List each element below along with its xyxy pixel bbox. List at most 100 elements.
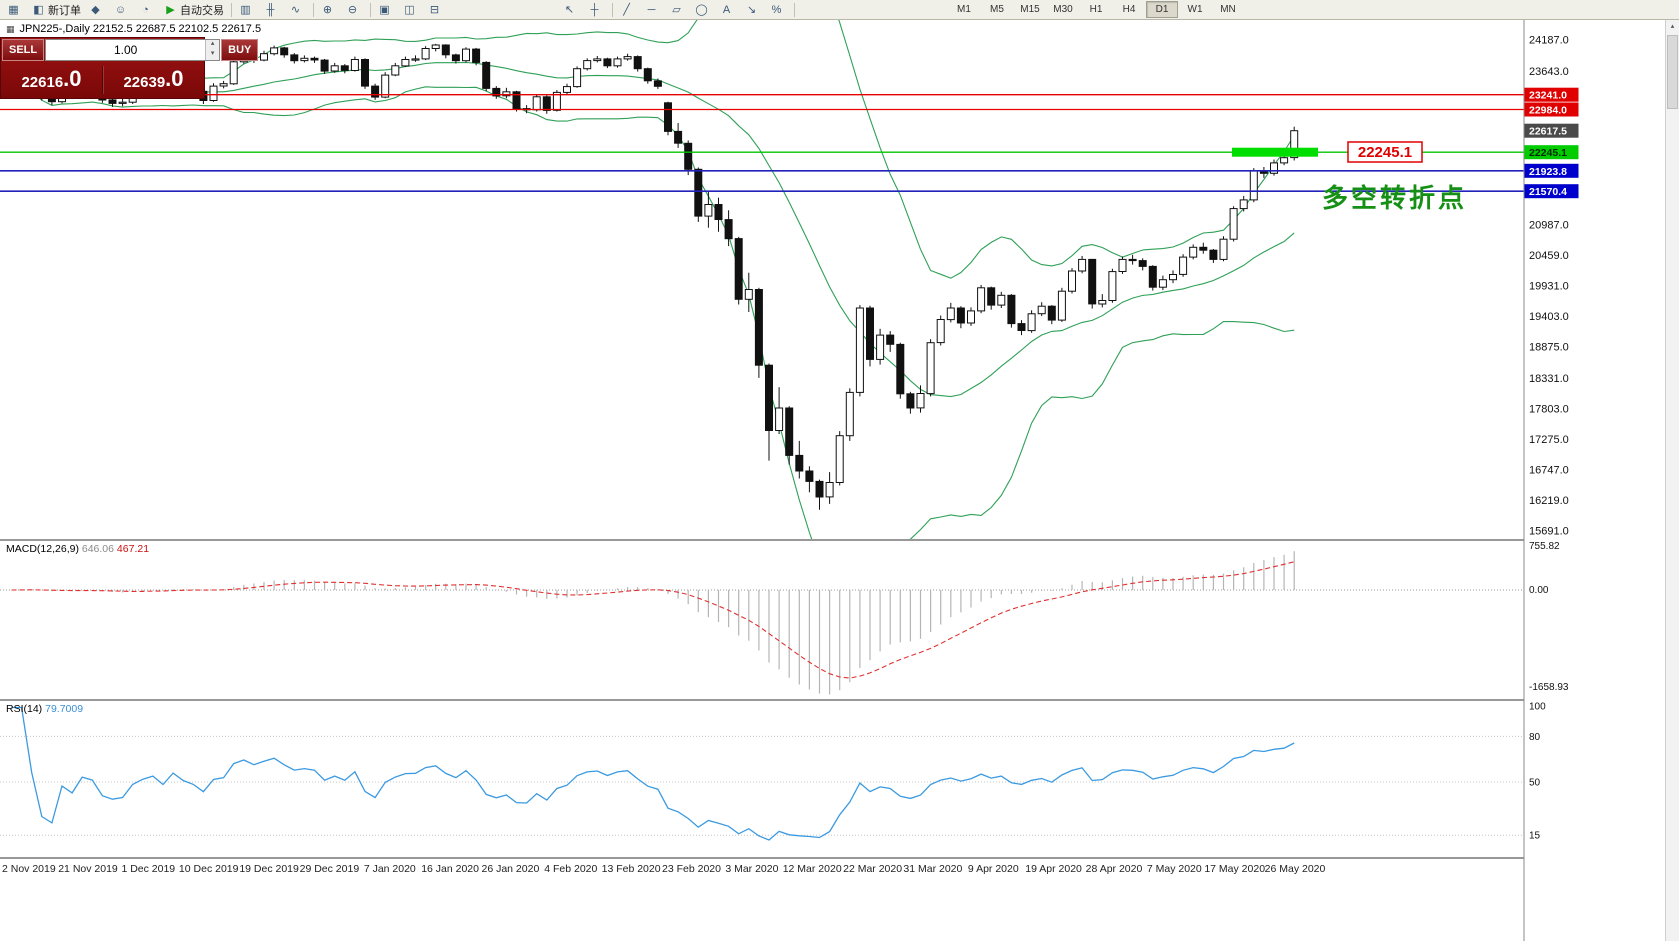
- buy-button[interactable]: BUY: [221, 39, 259, 61]
- timeframe-group: M1 M5 M15 M30 H1 H4 D1 W1 MN: [948, 1, 1244, 18]
- svg-text:15691.0: 15691.0: [1529, 526, 1569, 538]
- cursor-tool-button[interactable]: ↖: [559, 0, 584, 19]
- vertical-scrollbar[interactable]: ▴: [1665, 20, 1679, 941]
- price-tag-22617.5: 22617.5: [1524, 123, 1579, 138]
- toolbar-separator: [231, 2, 232, 17]
- zoom-in-icon: ⊕: [322, 4, 333, 16]
- rsi-value: 79.7009: [45, 703, 84, 715]
- trendline-tool-button[interactable]: ╱: [616, 0, 641, 19]
- date-axis[interactable]: 2 Nov 2019 21 Nov 2019 1 Dec 2019 10 Dec 20…: [2, 863, 1326, 875]
- toolbar-spacer: [449, 9, 559, 10]
- new-order-icon: ◧: [33, 4, 44, 16]
- ellipse-tool-button[interactable]: ◯: [691, 0, 716, 19]
- price-tag-21570.4: 21570.4: [1524, 184, 1579, 199]
- new-chart-icon: ▦: [8, 4, 19, 16]
- svg-text:7 May 2020: 7 May 2020: [1147, 863, 1202, 875]
- timeframe-d1[interactable]: D1: [1146, 1, 1178, 18]
- macd-signal-line: [11, 561, 1295, 679]
- timeframe-m15[interactable]: M15: [1020, 4, 1040, 15]
- svg-text:21 Nov 2019: 21 Nov 2019: [58, 863, 118, 875]
- timeframe-w1[interactable]: W1: [1187, 4, 1203, 15]
- arrows-tool-button[interactable]: ↘: [741, 0, 766, 19]
- svg-text:20987.0: 20987.0: [1529, 219, 1569, 231]
- buy-price[interactable]: 22639.0: [123, 66, 184, 91]
- rsi-label: RSI(14) 79.7009: [6, 703, 83, 715]
- autotrading-button[interactable]: ▶ 自动交易: [160, 0, 228, 19]
- fibonacci-tool-button[interactable]: %: [766, 0, 791, 19]
- cascade-windows-button[interactable]: ◫: [399, 0, 424, 19]
- price-flag-annotation[interactable]: 22245.1: [1347, 141, 1423, 163]
- toolbar-separator: [794, 2, 795, 17]
- turning-point-annotation[interactable]: 多空转折点: [1322, 183, 1467, 213]
- bar-chart-type-button[interactable]: ▥: [235, 0, 260, 19]
- crosshair-tool-button[interactable]: ┼: [584, 0, 609, 19]
- zoom-in-button[interactable]: ⊕: [317, 0, 342, 19]
- accounts-button[interactable]: ☺: [110, 0, 135, 19]
- new-order-button[interactable]: ◧ 新订单: [28, 0, 85, 19]
- zoom-out-button[interactable]: ⊖: [342, 0, 367, 19]
- favorites-button[interactable]: ◆: [85, 0, 110, 19]
- tile-windows-icon: ▣: [379, 4, 390, 16]
- green-highlight-bar[interactable]: [1232, 147, 1318, 157]
- svg-text:19931.0: 19931.0: [1529, 281, 1569, 293]
- svg-text:23241.0: 23241.0: [1529, 90, 1567, 102]
- rsi-name: RSI(14): [6, 703, 43, 715]
- timeframe-m1[interactable]: M1: [957, 4, 971, 15]
- arrange-windows-button[interactable]: ⊟: [424, 0, 449, 19]
- scrollbar-thumb[interactable]: [1667, 35, 1678, 109]
- toolbar-separator: [313, 2, 314, 17]
- sell-price[interactable]: 22616.0: [21, 66, 82, 91]
- svg-text:19 Dec 2019: 19 Dec 2019: [239, 863, 299, 875]
- arrow-icon: ↘: [746, 4, 757, 16]
- macd-signal-value: 467.21: [116, 543, 150, 555]
- svg-text:12 Mar 2020: 12 Mar 2020: [783, 863, 842, 875]
- tile-windows-button[interactable]: ▣: [374, 0, 399, 19]
- horizontal-line-icon: ─: [647, 3, 656, 16]
- candlestick-chart-type-button[interactable]: ╫: [260, 0, 285, 19]
- macd-main-value: 646.06: [81, 543, 114, 555]
- price-axis[interactable]: 24187.0 23643.0 20987.0 20459.0 19931.0 19403…: [1523, 20, 1666, 941]
- svg-text:21923.8: 21923.8: [1529, 166, 1567, 178]
- one-click-trading-panel: SELL ▴ ▾ BUY 22616.0 22639.0: [0, 37, 259, 99]
- svg-text:17 May 2020: 17 May 2020: [1204, 863, 1265, 875]
- svg-text:100: 100: [1529, 702, 1546, 713]
- new-chart-button[interactable]: ▦: [3, 0, 28, 19]
- history-button[interactable]: ◔: [135, 0, 160, 19]
- user-icon: ☺: [114, 3, 127, 16]
- volume-increase-button[interactable]: ▴: [206, 40, 220, 50]
- svg-text:19403.0: 19403.0: [1529, 311, 1569, 323]
- timeframe-m5[interactable]: M5: [990, 4, 1004, 15]
- horizontal-line-tool-button[interactable]: ─: [641, 0, 666, 19]
- svg-text:24187.0: 24187.0: [1529, 35, 1569, 47]
- scrollbar-up-arrow-icon[interactable]: ▴: [1670, 23, 1675, 30]
- svg-text:3 Mar 2020: 3 Mar 2020: [725, 863, 778, 875]
- svg-text:23643.0: 23643.0: [1529, 66, 1569, 78]
- svg-text:15: 15: [1529, 831, 1541, 842]
- channel-icon: ▱: [672, 4, 681, 16]
- timeframe-h4[interactable]: H4: [1122, 4, 1136, 15]
- cascade-windows-icon: ◫: [404, 4, 415, 16]
- price-tag-22984.0: 22984.0: [1524, 102, 1579, 117]
- sell-button[interactable]: SELL: [2, 39, 45, 61]
- timeframe-h1[interactable]: H1: [1089, 4, 1103, 15]
- line-chart-type-button[interactable]: ∿: [285, 0, 310, 19]
- svg-text:26 May 2020: 26 May 2020: [1265, 863, 1326, 875]
- line-chart-icon: ∿: [290, 4, 301, 16]
- candlestick-series: [7, 43, 1299, 510]
- svg-text:16 Jan 2020: 16 Jan 2020: [421, 863, 479, 875]
- volume-box: ▴ ▾: [45, 39, 221, 61]
- volume-input[interactable]: [46, 40, 206, 60]
- svg-text:28 Apr 2020: 28 Apr 2020: [1086, 863, 1143, 875]
- text-tool-button[interactable]: A: [716, 0, 741, 19]
- price-tag-23241.0: 23241.0: [1524, 87, 1579, 102]
- svg-text:17275.0: 17275.0: [1529, 434, 1569, 446]
- svg-text:22245.1: 22245.1: [1529, 147, 1567, 159]
- candlestick-icon: ╫: [266, 3, 275, 16]
- svg-text:22245.1: 22245.1: [1358, 144, 1412, 161]
- timeframe-mn[interactable]: MN: [1220, 4, 1236, 15]
- channel-tool-button[interactable]: ▱: [666, 0, 691, 19]
- volume-decrease-button[interactable]: ▾: [206, 50, 220, 60]
- timeframe-m30[interactable]: M30: [1053, 4, 1073, 15]
- svg-text:26 Jan 2020: 26 Jan 2020: [481, 863, 539, 875]
